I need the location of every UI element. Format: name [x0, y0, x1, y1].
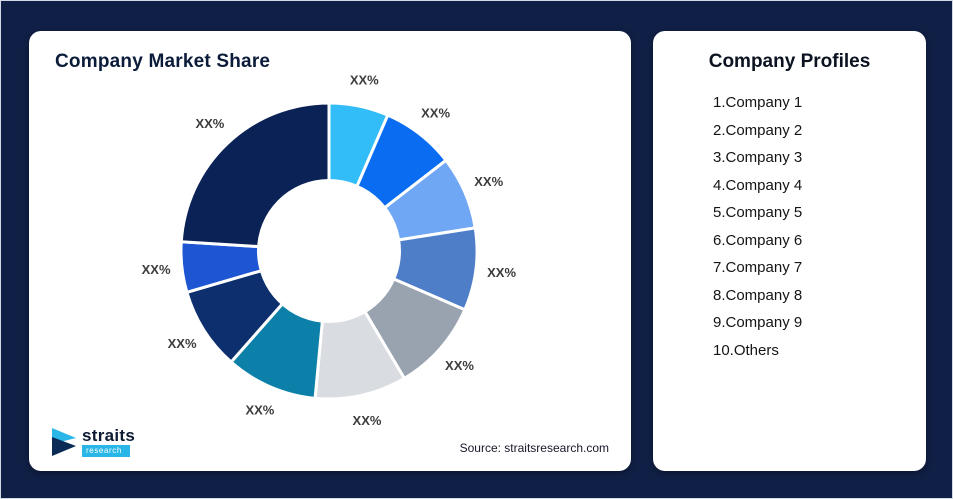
company-profiles-card: Company Profiles 1.Company 1 2.Company 2 3… — [653, 31, 926, 471]
slice-label: XX% — [445, 358, 474, 373]
profile-list-item: 8.Company 8 — [713, 286, 803, 304]
profile-list-item: 7.Company 7 — [713, 259, 803, 276]
straits-research-logo: straits research — [51, 427, 135, 457]
profiles-title: Company Profiles — [708, 51, 871, 72]
profile-list-item: 2.Company 2 — [713, 121, 803, 139]
profile-list-item: 5.Company 5 — [713, 204, 803, 221]
logo-straits-text: straits — [82, 426, 136, 445]
profile-list-item: 9.Company 9 — [713, 314, 803, 331]
logo-research-text: research — [82, 445, 130, 457]
slice-label: XX% — [168, 336, 197, 351]
logo-text: straits research — [82, 427, 135, 457]
slice-label: XX% — [474, 174, 503, 189]
donut-hole — [257, 179, 401, 323]
slice-label: XX% — [245, 403, 274, 418]
donut-chart: XX% XX% XX% XX% XX% XX% XX% XX% XX% XX% — [142, 73, 517, 428]
profiles-list: 1.Company 1 2.Company 2 3.Company 3 4.Compa… — [653, 89, 926, 364]
slice-label: XX% — [350, 73, 379, 88]
profile-list-item: 3.Company 3 — [713, 149, 803, 166]
source-note: Source: straitsresearch.com — [459, 441, 609, 455]
chart-title: Company Market Share — [55, 51, 271, 72]
slice-label: XX% — [195, 116, 224, 131]
slice-label: XX% — [487, 265, 516, 280]
profile-list-item: 4.Company 4 — [713, 176, 803, 194]
slice-label: XX% — [421, 106, 450, 121]
market-share-card: Company Market Share XX% XX% XX% XX% XX% XX% X… — [29, 31, 631, 471]
slice-label: XX% — [353, 413, 382, 428]
profile-list-item: 10.Others — [713, 341, 779, 359]
profile-list-item: 6.Company 6 — [713, 231, 803, 249]
logo-arrow-icon — [52, 428, 76, 456]
profile-list-item: 1.Company 1 — [713, 94, 803, 111]
slice-label: XX% — [142, 262, 171, 277]
